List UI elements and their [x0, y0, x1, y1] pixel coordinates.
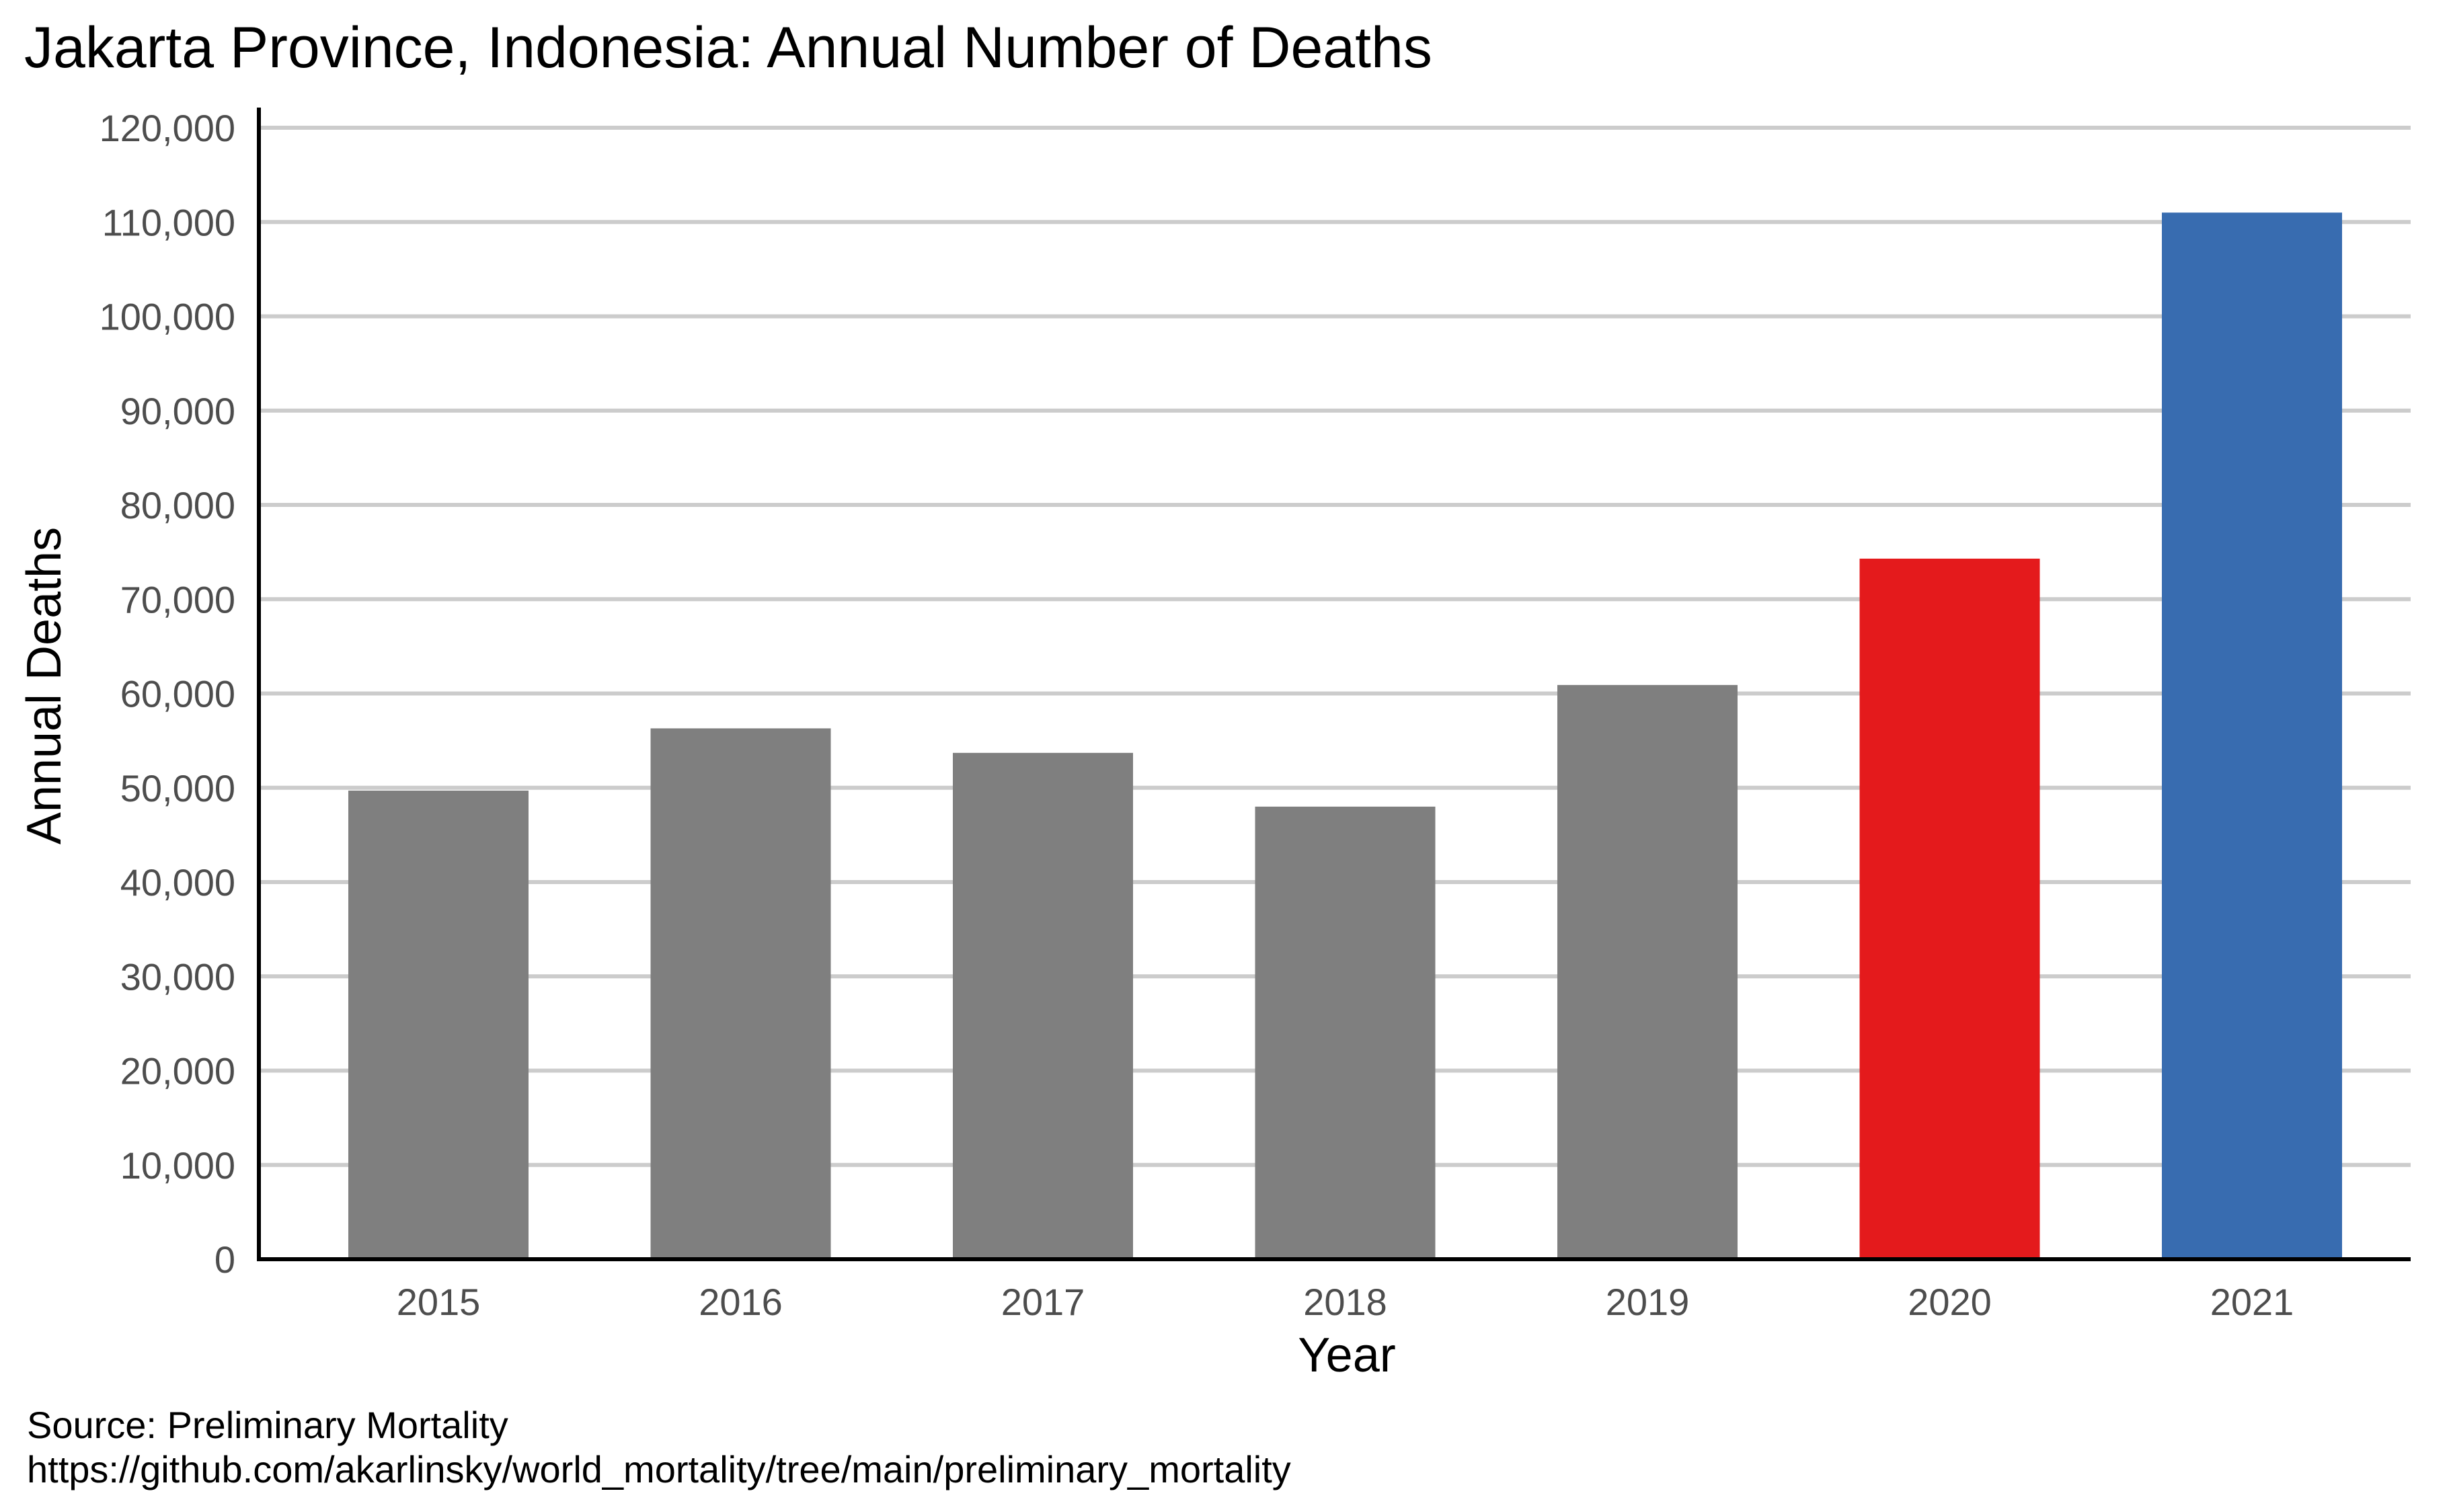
x-tick-labels: 2015 2016 2017 2018 2019 2020 2021 [397, 1281, 2294, 1323]
y-tick-label: 20,000 [120, 1050, 235, 1092]
x-tick-label: 2018 [1303, 1281, 1387, 1323]
y-tick-labels: 0 10,000 20,000 30,000 40,000 50,000 60,000 70,… [100, 107, 235, 1281]
x-tick-label: 2019 [1606, 1281, 1690, 1323]
x-tick-label: 2020 [1908, 1281, 1992, 1323]
y-tick-label: 0 [215, 1238, 235, 1281]
x-tick-label: 2021 [2210, 1281, 2294, 1323]
bar-2021 [2162, 212, 2342, 1260]
y-tick-label: 70,000 [120, 578, 235, 621]
x-tick-label: 2015 [397, 1281, 481, 1323]
y-tick-label: 50,000 [120, 767, 235, 809]
y-tick-label: 30,000 [120, 955, 235, 998]
bar-2019 [1557, 684, 1738, 1259]
x-tick-label: 2016 [699, 1281, 783, 1323]
y-tick-label: 120,000 [100, 107, 235, 149]
y-tick-label: 100,000 [100, 296, 235, 338]
caption-url: https://github.com/akarlinsky/world_mort… [27, 1448, 1291, 1490]
caption-source: Source: Preliminary Mortality [27, 1404, 508, 1446]
bar-2017 [953, 752, 1133, 1259]
y-tick-label: 110,000 [102, 201, 235, 243]
y-tick-label: 60,000 [120, 673, 235, 715]
y-tick-label: 80,000 [120, 484, 235, 526]
bar-2018 [1255, 806, 1436, 1259]
bar-2016 [650, 728, 831, 1259]
bar-2020 [1859, 558, 2040, 1259]
y-tick-label: 40,000 [120, 861, 235, 904]
y-axis-title: Annual Deaths [17, 527, 71, 844]
bar-2015 [348, 790, 529, 1259]
grid-lines [259, 126, 2411, 1167]
x-axis-title: Year [1298, 1328, 1395, 1382]
chart-title: Jakarta Province, Indonesia: Annual Numb… [24, 15, 1432, 80]
bars [348, 212, 2342, 1260]
x-tick-label: 2017 [1001, 1281, 1085, 1323]
y-tick-label: 90,000 [120, 390, 235, 432]
y-tick-label: 10,000 [120, 1144, 235, 1187]
